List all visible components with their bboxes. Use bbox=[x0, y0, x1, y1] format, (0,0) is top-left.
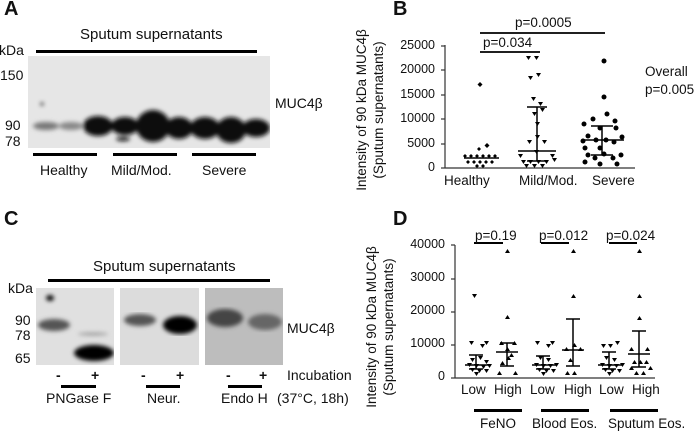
panel-d-group-bar-blood bbox=[541, 409, 589, 412]
panel-c-blot-pngase bbox=[36, 288, 114, 365]
panel-b-pvalue-1: p=0.034 bbox=[483, 35, 533, 50]
panel-c-sign-5: - bbox=[226, 367, 231, 383]
panel-c-bar-endoh bbox=[228, 385, 262, 388]
panel-a-kda: kDa bbox=[0, 42, 24, 58]
panel-a-band-label: MUC4β bbox=[275, 95, 323, 111]
panel-a-title: Sputum supernatants bbox=[80, 26, 223, 43]
panel-c-sign-3: - bbox=[141, 367, 146, 383]
panel-b-pvalue-2: p=0.0005 bbox=[515, 15, 572, 30]
panel-d-xtick-6: High bbox=[632, 382, 660, 397]
panel-c-enzyme-pngase: PNGase F bbox=[46, 390, 112, 406]
panel-c-sign-4: + bbox=[176, 367, 185, 383]
panel-b-ytick-0: 0 bbox=[428, 160, 435, 174]
panel-d-ytick-10000: 10000 bbox=[410, 336, 445, 350]
panel-d-ytick-0: 0 bbox=[438, 369, 445, 383]
panel-b-ytick-15000: 15000 bbox=[400, 87, 435, 101]
panel-d-label: D bbox=[393, 208, 408, 230]
panel-d-pvalue-feno: p=0.19 bbox=[475, 228, 517, 243]
panel-d-xtick-1: Low bbox=[461, 382, 486, 397]
panel-c-blot-neur bbox=[120, 288, 199, 365]
panel-c-bar-neur bbox=[146, 385, 180, 388]
panel-c-enzyme-endoh: Endo H bbox=[221, 390, 268, 406]
panel-c-label: C bbox=[4, 208, 19, 230]
panel-d-ytick-40000: 40000 bbox=[410, 237, 445, 251]
panel-b-overall-pvalue: p=0.005 bbox=[645, 82, 695, 97]
panel-c-title-bar bbox=[48, 279, 270, 282]
panel-a-group-severe: Severe bbox=[202, 162, 247, 178]
panel-c-marker-78: 78 bbox=[15, 327, 31, 343]
panel-a-group-healthy: Healthy bbox=[40, 162, 88, 178]
panel-c-incubation-label: Incubation bbox=[287, 367, 352, 383]
panel-c-incubation-conditions: (37°C, 18h) bbox=[277, 390, 349, 406]
panel-b-ytick-20000: 20000 bbox=[400, 62, 435, 76]
panel-a-marker-150: 150 bbox=[0, 67, 24, 83]
panel-d-group-feno: FeNO bbox=[480, 416, 517, 431]
panel-d-pvalue-blood: p=0.012 bbox=[539, 228, 589, 243]
panel-c-sign-1: - bbox=[56, 367, 61, 383]
panel-d-group-blood: Blood Eos. bbox=[532, 416, 598, 431]
panel-c-marker-90: 90 bbox=[15, 312, 31, 328]
panel-b-ytick-5000: 5000 bbox=[407, 136, 435, 150]
panel-d-ytick-20000: 20000 bbox=[410, 303, 445, 317]
panel-a-label: A bbox=[4, 0, 19, 20]
panel-d-xtick-3: Low bbox=[530, 382, 555, 397]
panel-a-group-bar-severe bbox=[192, 153, 256, 156]
panel-a-group-mild: Mild/Mod. bbox=[111, 162, 172, 178]
panel-c-enzyme-neur: Neur. bbox=[147, 390, 181, 406]
panel-b-xtick-healthy: Healthy bbox=[444, 173, 490, 188]
panel-d-group-sputum: Sputum Eos. bbox=[608, 416, 686, 431]
panel-b-label: B bbox=[393, 0, 408, 20]
panel-a-marker-90: 90 bbox=[5, 117, 21, 133]
panel-a-group-bar-mild bbox=[113, 153, 177, 156]
panel-d-xtick-2: High bbox=[494, 382, 522, 397]
panel-a-marker-78: 78 bbox=[5, 133, 21, 149]
panel-a-title-bar bbox=[36, 50, 257, 53]
panel-b-ytick-10000: 10000 bbox=[400, 111, 435, 125]
panel-c-marker-65: 65 bbox=[15, 350, 31, 366]
panel-d-pvalue-sputum: p=0.024 bbox=[606, 228, 656, 243]
panel-d-xtick-4: High bbox=[564, 382, 592, 397]
panel-c-title: Sputum supernatants bbox=[93, 258, 236, 275]
panel-b-ytick-25000: 25000 bbox=[400, 38, 435, 52]
panel-d-xtick-5: Low bbox=[599, 382, 624, 397]
panel-b-xtick-severe: Severe bbox=[592, 173, 635, 188]
panel-c-bar-pngase bbox=[61, 385, 96, 388]
panel-c-sign-2: + bbox=[91, 367, 100, 383]
panel-d-group-bar-feno bbox=[474, 409, 522, 412]
panel-c-kda: kDa bbox=[8, 280, 33, 296]
panel-d-ytick-30000: 30000 bbox=[410, 270, 445, 284]
panel-a-group-bar-healthy bbox=[33, 153, 97, 156]
panel-c-blot-endoh bbox=[205, 288, 283, 365]
panel-c-sign-6: + bbox=[259, 367, 268, 383]
panel-a-blot bbox=[28, 56, 270, 148]
panel-d-group-bar-sputum bbox=[610, 409, 658, 412]
panel-c-band-label: MUC4β bbox=[287, 320, 335, 336]
panel-b-xtick-mild: Mild/Mod. bbox=[519, 173, 578, 188]
panel-b-overall-label: Overall bbox=[645, 64, 688, 79]
